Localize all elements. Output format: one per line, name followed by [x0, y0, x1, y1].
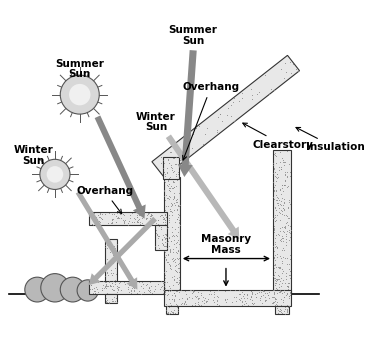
Circle shape [46, 166, 63, 183]
FancyArrow shape [76, 191, 137, 290]
Circle shape [25, 277, 50, 302]
FancyArrow shape [95, 116, 146, 219]
FancyArrow shape [166, 135, 239, 239]
Text: Insulation: Insulation [296, 127, 365, 153]
Circle shape [40, 159, 70, 190]
Polygon shape [164, 290, 291, 305]
Circle shape [77, 280, 98, 301]
Circle shape [41, 274, 69, 302]
Polygon shape [166, 305, 178, 314]
FancyArrow shape [178, 50, 197, 177]
Text: Mass: Mass [211, 245, 241, 255]
Polygon shape [105, 239, 117, 290]
Text: Overhang: Overhang [182, 82, 239, 160]
Text: Sun: Sun [145, 122, 167, 133]
Polygon shape [89, 281, 164, 294]
Text: Sun: Sun [23, 156, 45, 166]
Polygon shape [163, 157, 179, 179]
Polygon shape [152, 55, 299, 177]
Polygon shape [155, 225, 168, 250]
Polygon shape [275, 305, 289, 314]
Text: Summer: Summer [55, 59, 104, 68]
Circle shape [69, 84, 90, 105]
Circle shape [60, 75, 99, 114]
Text: Masonry: Masonry [201, 234, 251, 244]
Text: Sun: Sun [69, 69, 91, 79]
Text: Winter: Winter [14, 145, 53, 156]
Polygon shape [273, 151, 291, 294]
Text: Overhang: Overhang [76, 186, 133, 214]
Circle shape [60, 277, 85, 302]
Text: Clearstory: Clearstory [243, 123, 313, 150]
Text: Summer: Summer [169, 25, 218, 35]
Text: Winter: Winter [136, 112, 176, 122]
FancyArrow shape [89, 217, 157, 285]
Text: Sun: Sun [182, 36, 204, 45]
Polygon shape [164, 177, 180, 294]
Polygon shape [89, 213, 167, 225]
Polygon shape [105, 294, 117, 303]
